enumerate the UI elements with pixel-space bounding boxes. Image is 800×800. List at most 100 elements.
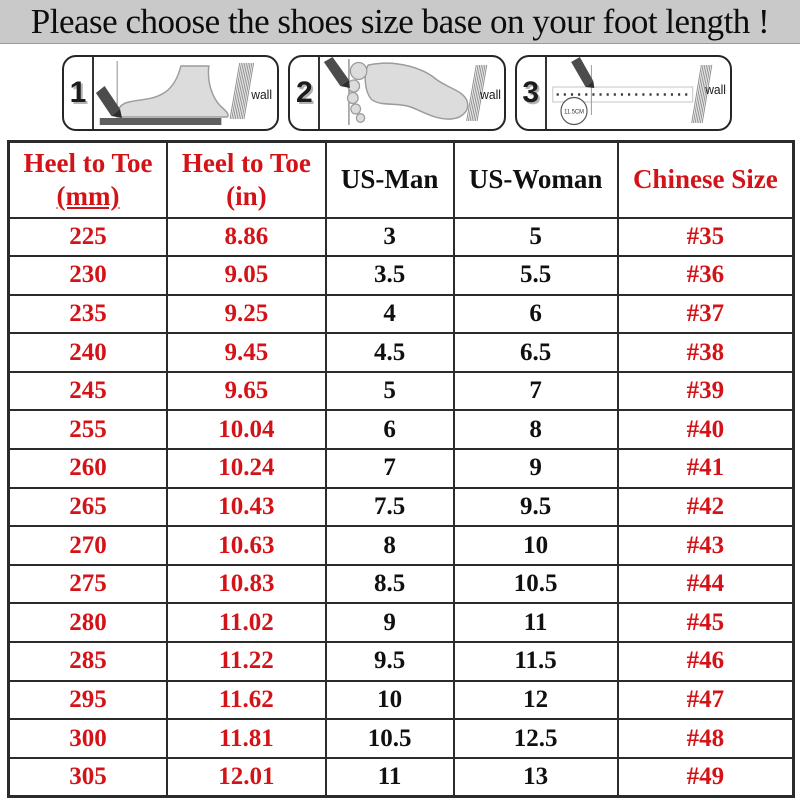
table-row: 260 10.24 7 9 #41 (7, 448, 795, 489)
cell-us-man: 3.5 (324, 255, 455, 296)
cell-mm: 255 (7, 409, 169, 451)
table-row: 230 9.05 3.5 5.5 #36 (7, 255, 795, 296)
table-row: 305 12.01 11 13 #49 (7, 756, 795, 798)
cell-us-woman: 11 (452, 602, 619, 644)
cell-us-woman: 10.5 (452, 563, 619, 605)
pencil-icon (324, 57, 351, 88)
wall-label: wall (250, 88, 272, 102)
cell-mm: 300 (7, 718, 169, 759)
cell-in: 11.02 (166, 602, 327, 644)
table-row: 235 9.25 4 6 #37 (7, 293, 795, 335)
cell-us-man: 7 (324, 448, 455, 489)
table-header-row: Heel to Toe (mm) Heel to Toe (in) US-Man… (7, 140, 795, 219)
cell-mm: 225 (7, 216, 169, 258)
diagram-step-1: 1 wall (62, 55, 280, 131)
cell-in: 9.05 (166, 255, 327, 296)
cell-us-woman: 7 (452, 370, 619, 412)
cell-us-man: 6 (324, 409, 455, 451)
cell-cn: #47 (616, 679, 795, 721)
measurement-diagrams: 1 wall 2 (62, 55, 732, 131)
cell-in: 10.83 (166, 563, 327, 605)
cell-in: 10.43 (166, 486, 327, 528)
cell-in: 10.04 (166, 409, 327, 451)
col-header-heel-to-toe-mm: Heel to Toe (mm) (7, 140, 169, 219)
wall-hatch (466, 64, 488, 122)
table-row: 240 9.45 4.5 6.5 #38 (7, 332, 795, 373)
cell-cn: #41 (616, 448, 795, 489)
foot-side-icon (117, 65, 229, 118)
diagram-step-3: 3 11.5C (514, 55, 732, 131)
cell-mm: 270 (7, 525, 169, 566)
cell-mm: 260 (7, 448, 169, 489)
cell-us-man: 3 (324, 216, 455, 258)
cell-in: 11.62 (166, 679, 327, 721)
cell-cn: #38 (616, 332, 795, 373)
cell-mm: 280 (7, 602, 169, 644)
wall-hatch (690, 64, 712, 124)
table-row: 265 10.43 7.5 9.5 #42 (7, 486, 795, 528)
col-header-us-woman: US-Woman (452, 140, 619, 219)
table-row: 245 9.65 5 7 #39 (7, 370, 795, 412)
cell-us-woman: 5 (452, 216, 619, 258)
cell-cn: #42 (616, 486, 795, 528)
table-row: 255 10.04 6 8 #40 (7, 409, 795, 451)
table-row: 280 11.02 9 11 #45 (7, 602, 795, 644)
cell-cn: #35 (616, 216, 795, 258)
length-badge: 11.5CM (560, 96, 588, 126)
cell-cn: #40 (616, 409, 795, 451)
table-row: 295 11.62 10 12 #47 (7, 679, 795, 721)
col-header-us-man: US-Man (324, 140, 455, 219)
cell-in: 10.24 (166, 448, 327, 489)
cell-us-woman: 11.5 (452, 641, 619, 682)
cell-us-man: 4.5 (324, 332, 455, 373)
cell-mm: 240 (7, 332, 169, 373)
cell-cn: #43 (616, 525, 795, 566)
wall-label: wall (480, 88, 502, 102)
footprint-icon (347, 61, 469, 123)
cell-in: 9.25 (166, 293, 327, 335)
cell-mm: 275 (7, 563, 169, 605)
cell-us-man: 10 (324, 679, 455, 721)
cell-cn: #49 (616, 756, 795, 798)
cell-cn: #44 (616, 563, 795, 605)
cell-cn: #37 (616, 293, 795, 335)
length-badge-label: 11.5CM (564, 109, 584, 115)
cell-us-man: 9.5 (324, 641, 455, 682)
cell-mm: 305 (7, 756, 169, 798)
page-title: Please choose the shoes size base on you… (0, 0, 800, 44)
cell-in: 11.22 (166, 641, 327, 682)
cell-us-woman: 5.5 (452, 255, 619, 296)
wall-label: wall (704, 83, 726, 97)
table-row: 225 8.86 3 5 #35 (7, 216, 795, 258)
cell-us-woman: 13 (452, 756, 619, 798)
diagram-step-2: 2 (288, 55, 506, 131)
cell-cn: #46 (616, 641, 795, 682)
ground-bar (99, 118, 222, 125)
cell-us-man: 7.5 (324, 486, 455, 528)
table-row: 285 11.22 9.5 11.5 #46 (7, 641, 795, 682)
cell-in: 10.63 (166, 525, 327, 566)
cell-mm: 265 (7, 486, 169, 528)
table-row: 270 10.63 8 10 #43 (7, 525, 795, 566)
step-number: 1 (64, 57, 94, 129)
table-row: 275 10.83 8.5 10.5 #44 (7, 563, 795, 605)
cell-cn: #39 (616, 370, 795, 412)
cell-cn: #36 (616, 255, 795, 296)
cell-us-woman: 12 (452, 679, 619, 721)
cell-in: 9.65 (166, 370, 327, 412)
col-header-heel-to-toe-in: Heel to Toe (in) (166, 140, 327, 219)
cell-mm: 230 (7, 255, 169, 296)
cell-in: 8.86 (166, 216, 327, 258)
cell-us-man: 8.5 (324, 563, 455, 605)
cell-mm: 235 (7, 293, 169, 335)
cell-us-man: 5 (324, 370, 455, 412)
cell-us-woman: 10 (452, 525, 619, 566)
cell-in: 9.45 (166, 332, 327, 373)
cell-mm: 285 (7, 641, 169, 682)
cell-us-woman: 6.5 (452, 332, 619, 373)
cell-us-man: 8 (324, 525, 455, 566)
cell-in: 11.81 (166, 718, 327, 759)
cell-us-man: 9 (324, 602, 455, 644)
col-header-chinese-size: Chinese Size (616, 140, 795, 219)
step-number: 3 (517, 57, 547, 129)
